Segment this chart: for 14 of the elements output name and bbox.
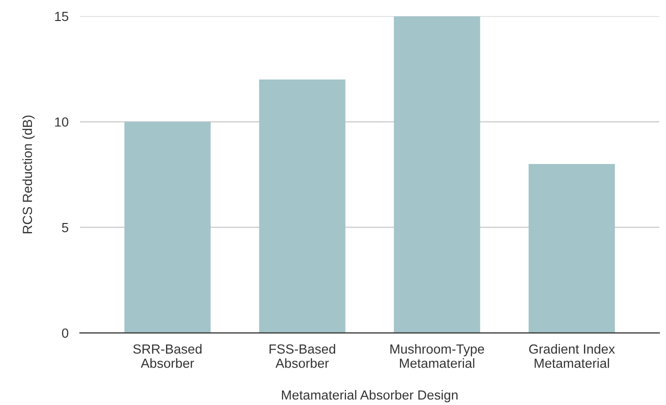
y-tick-label: 15 (55, 12, 68, 22)
x-tick-label: SRR-Based Absorber (133, 344, 202, 368)
y-tick-label: 10 (55, 117, 68, 127)
x-axis-title: Metamaterial Absorber Design (282, 390, 458, 402)
y-axis-title: RCS Reduction (dB) (22, 116, 35, 234)
x-tick-label: Mushroom-Type Metamaterial (390, 344, 484, 368)
bar (528, 164, 615, 333)
x-tick-label: Gradient Index Metamaterial (529, 344, 615, 368)
y-tick-label: 0 (62, 328, 68, 338)
bar (124, 122, 211, 333)
y-tick-label: 5 (62, 223, 68, 232)
x-tick-label: FSS-Based Absorber (270, 344, 336, 368)
bar (259, 80, 346, 333)
bar (394, 16, 480, 333)
